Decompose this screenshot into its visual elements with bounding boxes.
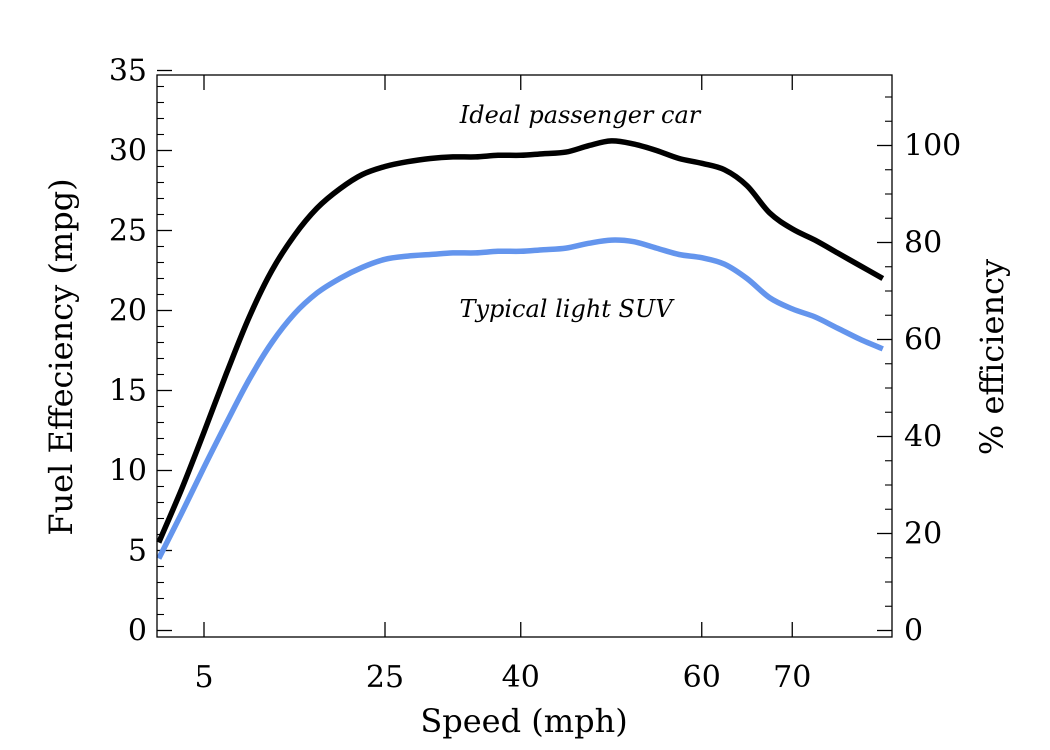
y-left-tick-label: 25 [109,214,147,249]
x-tick-label: 5 [194,660,213,695]
y-right-tick-label: 60 [904,323,942,358]
x-tick-label: 70 [773,660,811,695]
annotation-typical-light-suv: Typical light SUV [459,295,675,323]
x-axis-title: Speed (mph) [420,702,627,740]
y-axis-title-right: % efficiency [973,259,1011,455]
y-axis-title-left: Fuel Effeciency (mpg) [42,178,80,535]
x-tick-label: 40 [502,660,540,695]
y-left-tick-label: 35 [109,54,147,89]
y-left-tick-label: 20 [109,294,147,329]
y-right-tick-label: 20 [904,517,942,552]
series-ideal-passenger-car-line [156,138,885,544]
y-left-tick-label: 30 [109,134,147,169]
annotation-ideal-passenger-car: Ideal passenger car [459,101,702,129]
y-left-tick-label: 15 [109,374,147,409]
y-right-tick-label: 100 [904,129,961,164]
plot-frame [156,74,893,638]
series-typical-light-suv-line [156,237,884,560]
y-right-tick-label: 80 [904,226,942,261]
x-tick-label: 25 [366,660,404,695]
y-left-tick-label: 0 [128,614,147,649]
x-tick-label: 60 [683,660,721,695]
y-left-tick-label: 5 [128,534,147,569]
series-lines [156,138,885,560]
tick-labels: 0 5 10 15 20 25 30 35 0 20 40 60 80 100 5 25 40 60 70 [109,54,961,696]
y-left-tick-label: 10 [109,454,147,489]
y-right-tick-label: 0 [904,614,923,649]
y-right-tick-label: 40 [904,420,942,455]
